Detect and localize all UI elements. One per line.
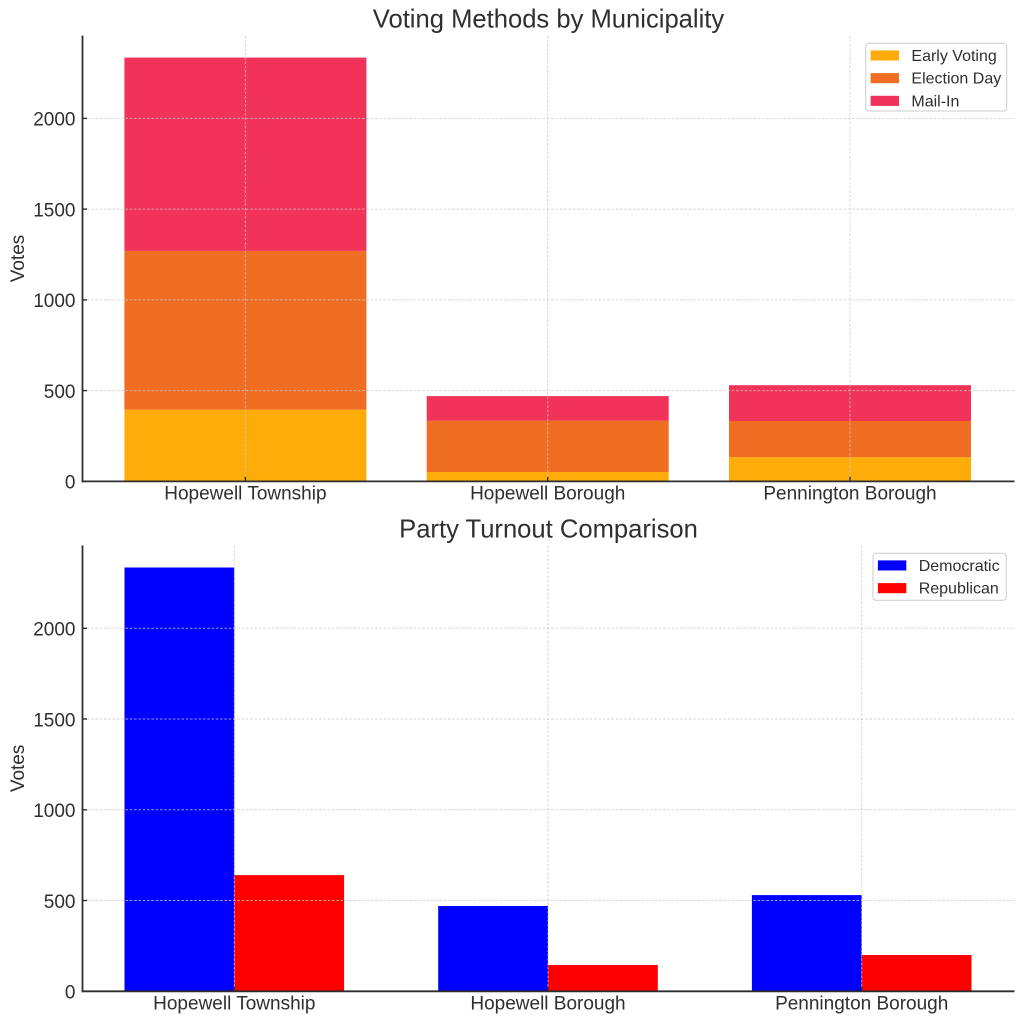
svg-text:0: 0 [65,983,76,1004]
svg-text:2000: 2000 [33,110,75,131]
svg-text:Mail-In: Mail-In [911,93,959,110]
svg-text:Election Day: Election Day [911,71,1001,88]
svg-text:Hopewell Township: Hopewell Township [164,484,326,505]
svg-text:Voting Methods by Municipality: Voting Methods by Municipality [373,5,725,33]
svg-text:Hopewell Borough: Hopewell Borough [470,994,625,1015]
svg-text:0: 0 [65,473,76,494]
svg-text:1500: 1500 [33,200,75,221]
svg-text:Democratic: Democratic [919,558,1000,575]
svg-text:1000: 1000 [33,291,75,312]
svg-text:Votes: Votes [8,745,29,793]
svg-text:500: 500 [44,892,76,913]
svg-text:1000: 1000 [33,801,75,822]
svg-text:Pennington Borough: Pennington Borough [763,484,936,505]
svg-text:Hopewell Borough: Hopewell Borough [470,484,625,505]
svg-text:2000: 2000 [33,620,75,641]
svg-text:Pennington Borough: Pennington Borough [775,994,948,1015]
svg-text:Hopewell Township: Hopewell Township [153,994,315,1015]
svg-text:Votes: Votes [8,235,29,283]
svg-text:Early Voting: Early Voting [911,48,996,65]
svg-text:500: 500 [44,382,76,403]
svg-text:Republican: Republican [919,581,999,598]
svg-text:Party Turnout Comparison: Party Turnout Comparison [399,515,698,543]
svg-text:1500: 1500 [33,710,75,731]
